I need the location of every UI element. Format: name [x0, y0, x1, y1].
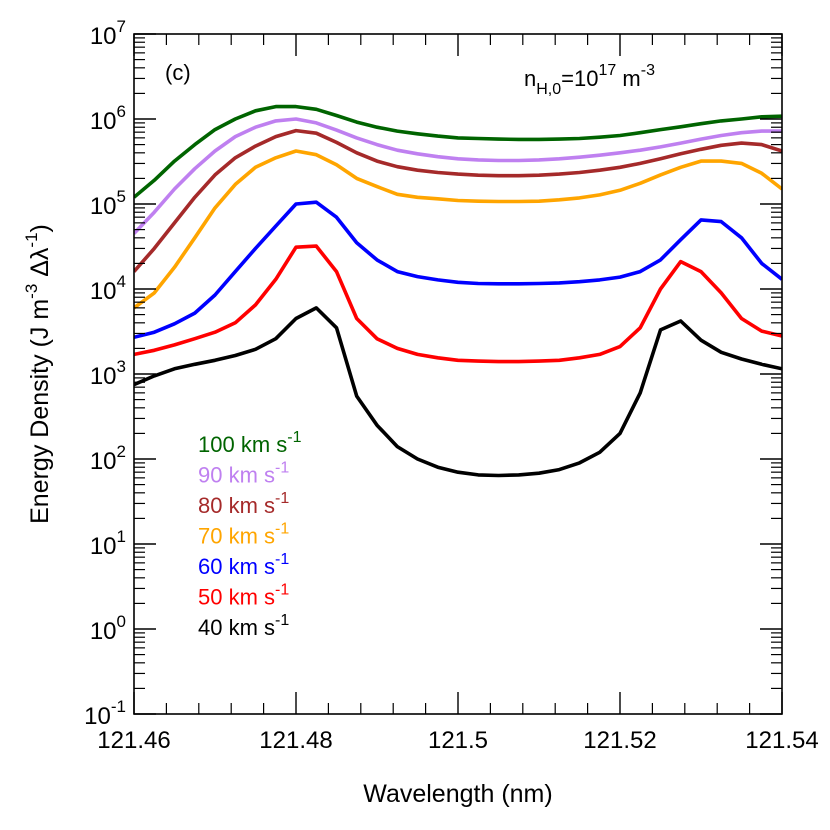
series-line-40-kms — [134, 306, 782, 478]
panel-label: (c) — [165, 60, 191, 85]
y-tick-label: 101 — [90, 527, 126, 560]
y-tick-label: 107 — [90, 17, 126, 50]
legend-entry: 100 km s-1 — [198, 429, 302, 457]
legend-entry: 40 km s-1 — [198, 612, 289, 640]
x-tick-label: 121.48 — [259, 727, 332, 754]
x-axis-title: Wavelength (nm) — [363, 780, 552, 808]
y-tick-label: 10-1 — [84, 697, 126, 730]
y-axis-title: Energy Density (J m-3 Δλ-1) — [22, 224, 54, 524]
y-tick-label: 100 — [90, 612, 126, 645]
plot-frame — [133, 33, 783, 715]
legend-entry: 50 km s-1 — [198, 582, 289, 610]
series-line-80-kms — [134, 128, 782, 273]
series-line-100-kms — [134, 104, 782, 199]
series-line-70-kms — [134, 149, 782, 310]
y-tick-label: 103 — [90, 357, 126, 390]
x-tick-label: 121.54 — [745, 727, 818, 754]
y-tick-label: 102 — [90, 442, 126, 475]
legend-entry: 60 km s-1 — [198, 551, 289, 579]
series-line-60-kms — [134, 200, 782, 340]
legend-entry: 80 km s-1 — [198, 490, 289, 518]
series-line-50-kms — [134, 244, 782, 364]
series-line-90-kms — [134, 117, 782, 235]
x-tick-label: 121.52 — [583, 727, 656, 754]
x-tick-label: 121.5 — [428, 727, 488, 754]
plot-area: 121.46 121.48 121.5 121.52 121.54 10-1 100 101 1… — [22, 17, 819, 808]
density-annotation: nH,0=1017 m-3 — [524, 62, 655, 98]
y-tick-label: 105 — [90, 187, 126, 220]
legend-entry: 70 km s-1 — [198, 521, 289, 549]
x-tick-label: 121.46 — [97, 727, 170, 754]
y-tick-label: 104 — [90, 272, 126, 305]
y-tick-label: 106 — [90, 102, 126, 135]
legend-entry: 90 km s-1 — [198, 460, 289, 488]
